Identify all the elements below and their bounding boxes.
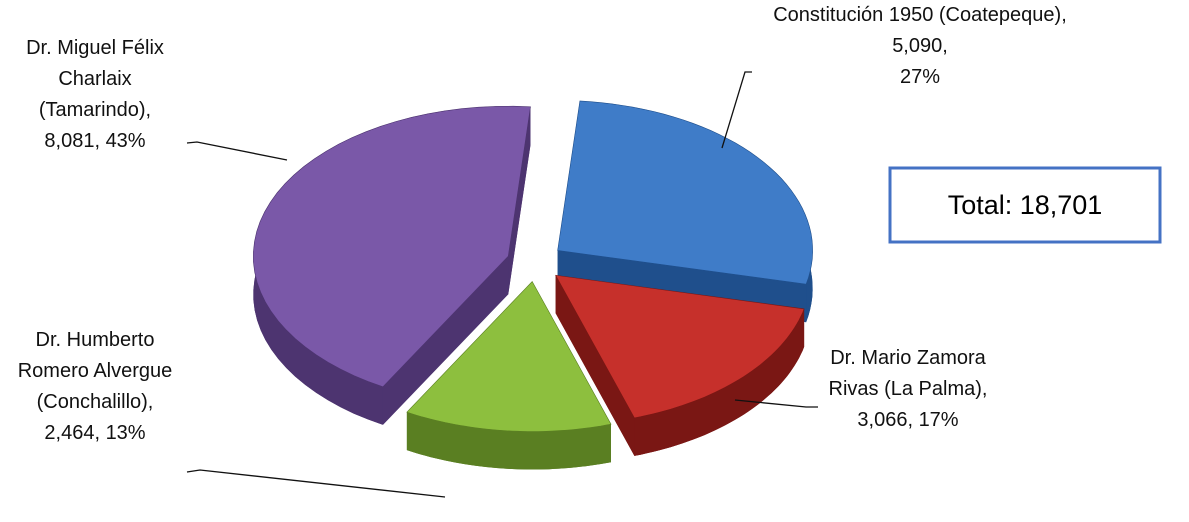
slice-label: Constitución 1950 (Coatepeque), 5,090, 27…	[765, 0, 1075, 93]
total-label: Total: 18,701	[948, 190, 1103, 220]
slice	[406, 281, 612, 432]
total-box	[888, 166, 1162, 244]
slice-outer-side	[406, 412, 611, 470]
percent-label: 13%	[105, 422, 146, 444]
percent-label: 17%	[918, 409, 959, 431]
value-label: 2,464,	[44, 422, 100, 444]
value-label: 3,066,	[857, 409, 913, 431]
slice-outer-side	[634, 308, 805, 456]
slice-radial-side	[508, 106, 531, 295]
category-label: Constitución 1950 (Coatepeque),	[773, 4, 1067, 26]
value-label: 8,081,	[44, 130, 100, 152]
leader-line	[186, 469, 446, 498]
category-label: Dr. Humberto Romero Alvergue (Conchalill…	[17, 329, 173, 413]
slice-tops	[253, 100, 813, 432]
category-label: Dr. Mario Zamora Rivas (La Palma),	[828, 347, 988, 400]
leader-line	[186, 141, 288, 161]
slice-label: Dr. Mario Zamora Rivas (La Palma), 3,066,…	[808, 343, 1008, 436]
slice	[557, 100, 813, 285]
leader-line	[734, 399, 818, 408]
category-label: Dr. Miguel Félix Charlaix (Tamarindo),	[26, 37, 164, 121]
value-label: 5,090,	[892, 35, 948, 57]
slice-radial-side	[555, 275, 635, 456]
slice-label: Dr. Miguel Félix Charlaix (Tamarindo), 8,…	[0, 33, 190, 157]
slice	[555, 274, 805, 419]
slice	[253, 105, 531, 388]
leader-line	[721, 71, 752, 149]
percent-label: 27%	[899, 66, 941, 88]
slice-label: Dr. Humberto Romero Alvergue (Conchalill…	[0, 325, 190, 449]
slice-radial-side	[382, 256, 509, 425]
percent-label: 43%	[105, 130, 146, 152]
